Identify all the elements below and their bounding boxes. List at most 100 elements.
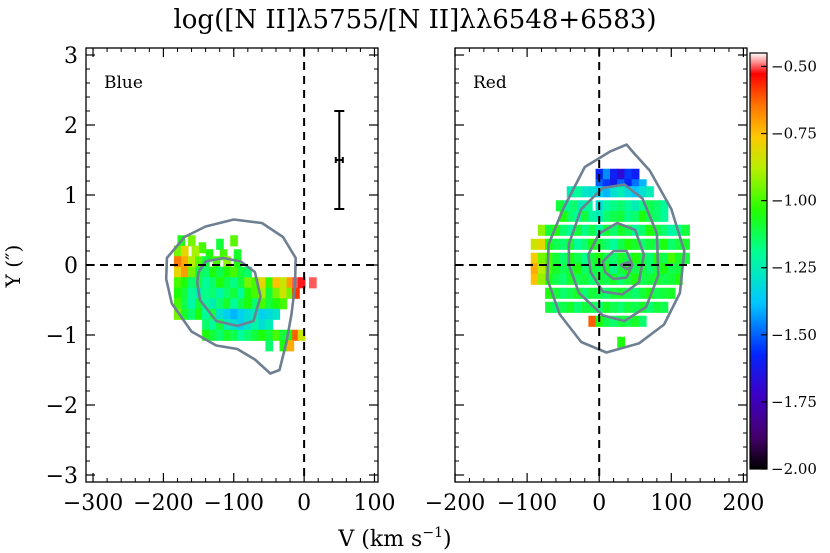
blue-heatmap-cell xyxy=(173,256,182,268)
red-heatmap-cell xyxy=(573,224,582,236)
blue-heatmap-cell xyxy=(209,319,217,331)
blue-heatmap-cell xyxy=(258,277,267,289)
blue-heatmap-cell xyxy=(309,277,317,289)
red-heatmap-cell xyxy=(566,301,575,313)
blue-heatmap-cell xyxy=(237,266,245,278)
red-panel-label: Red xyxy=(473,73,507,93)
red-heatmap-cell xyxy=(537,238,546,250)
blue-heatmap-cell xyxy=(272,308,281,320)
blue-heatmap-cell xyxy=(244,298,252,310)
red-x-tick-label: 200 xyxy=(722,491,764,516)
blue-heatmap-cell xyxy=(272,329,281,341)
figure-title: log([N II]λ5755/[N II]λλ6548+6583) xyxy=(173,5,656,35)
red-heatmap-cell xyxy=(602,301,611,313)
red-heatmap-cell xyxy=(602,200,611,212)
red-heatmap-cell xyxy=(667,224,676,236)
red-heatmap-cell xyxy=(631,179,640,191)
red-heatmap-cell xyxy=(610,224,618,236)
red-heatmap-cell xyxy=(638,301,647,313)
blue-heatmap-cell xyxy=(258,298,267,310)
red-heatmap-cell xyxy=(631,210,640,222)
red-heatmap-cell xyxy=(646,238,654,250)
red-heatmap-cell xyxy=(624,200,633,212)
red-heatmap-cell xyxy=(624,287,633,299)
red-heatmap-cell xyxy=(581,186,589,198)
red-heatmap-cell xyxy=(674,238,683,250)
blue-heatmap-cell xyxy=(180,277,189,289)
red-heatmap-cell xyxy=(610,200,618,212)
colorbar-tick-label: −0.75 xyxy=(771,125,817,143)
blue-heatmap-cell xyxy=(279,287,288,299)
red-heatmap-cell xyxy=(530,263,539,275)
red-heatmap-cell xyxy=(617,186,626,198)
blue-heatmap-cell xyxy=(244,277,252,289)
red-heatmap-cell xyxy=(566,210,575,222)
red-heatmap-cell xyxy=(617,263,626,275)
red-heatmap-cell xyxy=(566,273,575,285)
red-heatmap-cell xyxy=(638,186,647,198)
blue-heatmap-cell xyxy=(216,266,224,278)
blue-heatmap-cell xyxy=(195,308,203,320)
red-heatmap-cell xyxy=(631,238,640,250)
red-heatmap-cell xyxy=(624,224,633,236)
red-heatmap-cell xyxy=(610,168,618,180)
red-heatmap-cell xyxy=(624,210,633,222)
red-heatmap-cell xyxy=(646,186,654,198)
blue-heatmap-cell xyxy=(244,329,252,341)
red-heatmap-cell xyxy=(624,273,633,285)
red-x-tick-label: −200 xyxy=(425,491,485,516)
blue-heatmap-cell xyxy=(244,308,252,320)
red-heatmap-cell xyxy=(660,273,669,285)
red-heatmap-cell xyxy=(581,287,589,299)
blue-y-tick-label: 1 xyxy=(64,184,78,209)
blue-heatmap-cell xyxy=(216,238,224,250)
red-heatmap-cell xyxy=(638,210,647,222)
blue-x-tick-label: −300 xyxy=(63,491,123,516)
panel-red: −200 −100 0 100 200 Red xyxy=(425,47,764,516)
red-contour xyxy=(567,183,660,323)
red-heatmap-cell xyxy=(682,238,690,250)
colorbar-tick-label: −0.50 xyxy=(771,57,817,75)
red-heatmap-cell xyxy=(552,287,561,299)
blue-heatmap-cell xyxy=(180,245,189,257)
blue-heatmap-cell xyxy=(286,277,295,289)
red-heatmap-cell xyxy=(559,273,568,285)
red-heatmap-cell xyxy=(573,301,582,313)
blue-x-tick-label: 100 xyxy=(353,491,395,516)
red-heatmap-cell xyxy=(653,301,662,313)
red-heatmap-cell xyxy=(638,273,647,285)
red-heatmap-cell xyxy=(581,273,589,285)
blue-heatmap-cell xyxy=(265,277,274,289)
blue-y-tick-label: 3 xyxy=(64,44,78,69)
blue-heatmap-cell xyxy=(265,308,274,320)
blue-heatmap-cell xyxy=(230,287,238,299)
blue-heatmap-cell xyxy=(216,298,224,310)
red-heatmap-cell xyxy=(530,252,539,264)
red-heatmap-cell xyxy=(566,238,575,250)
red-heatmap-cell xyxy=(555,200,564,212)
red-heatmap-cell xyxy=(552,252,561,264)
blue-heatmap-cell xyxy=(180,308,189,320)
blue-heatmap-cell xyxy=(265,340,274,352)
blue-x-tick-label: −100 xyxy=(204,491,264,516)
red-heatmap-cell xyxy=(610,263,618,275)
blue-heatmap-cell xyxy=(272,287,281,299)
red-heatmap-cell xyxy=(638,179,647,191)
blue-heatmap-cell xyxy=(233,259,242,271)
red-heatmap-cell xyxy=(624,238,633,250)
colorbar: −0.50 −0.75 −1.00 −1.25 −1.50 −1.75 −2.00 xyxy=(749,52,817,478)
blue-heatmap-cell xyxy=(188,298,196,310)
red-heatmap-cell xyxy=(581,224,589,236)
red-heatmap-cell xyxy=(559,287,568,299)
blue-heatmap-cell xyxy=(173,277,182,289)
blue-heatmap-cell xyxy=(188,287,196,299)
blue-contour xyxy=(195,256,262,328)
red-heatmap-cell xyxy=(602,168,611,180)
red-heatmap-cell xyxy=(646,301,654,313)
blue-heatmap-cell xyxy=(292,287,300,299)
blue-heatmap-cell xyxy=(265,287,274,299)
red-heatmap-cell xyxy=(581,238,589,250)
red-heatmap-cell xyxy=(631,252,640,264)
red-heatmap-cell xyxy=(545,224,553,236)
red-heatmap-cell xyxy=(638,224,647,236)
